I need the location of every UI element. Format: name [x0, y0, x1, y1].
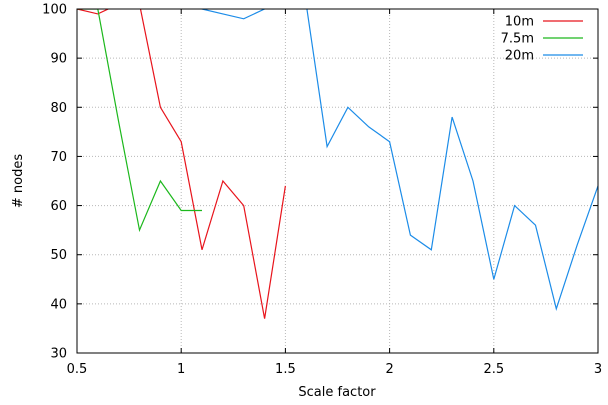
legend-label-7-5m: 7.5m — [501, 32, 534, 47]
y-tick-label: 90 — [50, 52, 67, 67]
grid — [77, 9, 598, 353]
x-tick-label: 1 — [177, 362, 185, 377]
x-tick-label: 0.5 — [67, 362, 88, 377]
series-line-20m — [199, 9, 598, 311]
y-tick-label: 70 — [50, 150, 67, 165]
y-tick-label: 100 — [42, 3, 67, 18]
legend-label-10m: 10m — [505, 15, 534, 30]
series-group — [77, 9, 598, 319]
y-tick-label: 80 — [50, 101, 67, 116]
y-tick-label: 60 — [50, 199, 67, 214]
x-tick-label: 3 — [594, 362, 602, 377]
plot-frame — [76, 8, 599, 354]
x-axis-label: Scale factor — [298, 385, 376, 400]
x-tick-label: 1.5 — [275, 362, 296, 377]
y-tick-label: 30 — [50, 347, 67, 362]
legend: 10m 7.5m 20m — [501, 15, 583, 64]
legend-label-20m: 20m — [505, 49, 534, 64]
y-tick-label: 40 — [50, 297, 67, 312]
y-tick-label: 50 — [50, 248, 67, 263]
y-axis-label: # nodes — [11, 154, 26, 208]
axis-ticks: 0.5 1 1.5 2 2.5 3 30 40 50 60 70 80 90 100 — [42, 3, 602, 378]
series-line-10m — [77, 9, 286, 319]
x-tick-label: 2 — [385, 362, 393, 377]
series-line-7-5m — [77, 9, 202, 233]
x-tick-label: 2.5 — [483, 362, 504, 377]
